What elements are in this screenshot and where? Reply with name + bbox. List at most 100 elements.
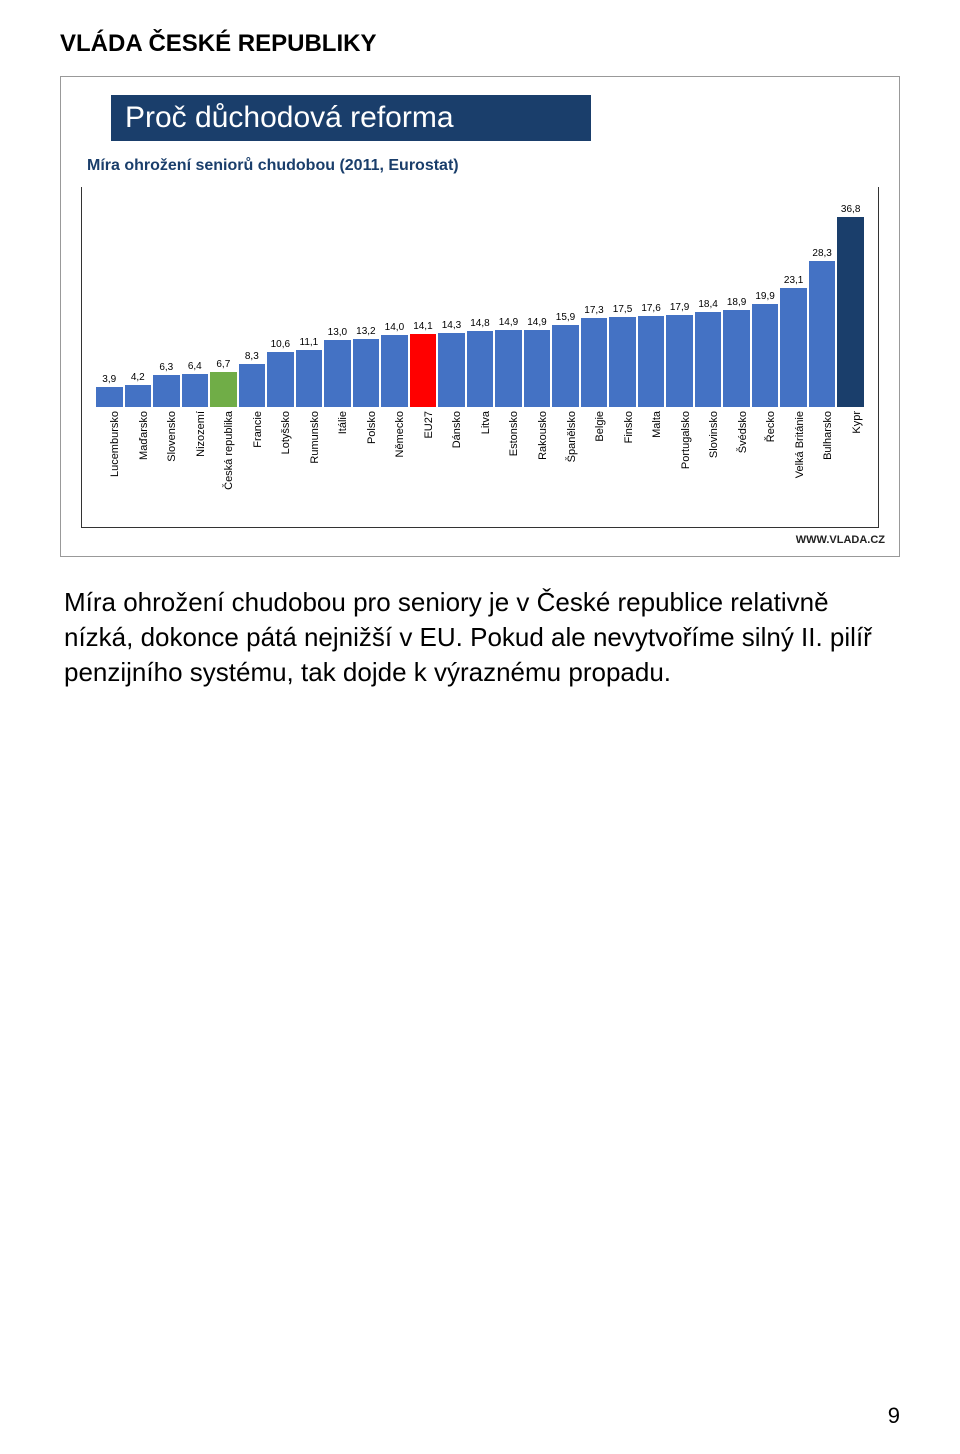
bar-value-label: 19,9 [755,291,774,302]
bar-category-label: Česká republika [223,411,235,490]
bar-value-label: 18,9 [727,297,746,308]
bar-category-label: Slovinsko [708,411,720,458]
label-slot: Rakousko [524,407,551,527]
bar-rect [552,325,579,407]
bar-category-label: Estonsko [508,411,520,456]
bar-rect [296,350,323,407]
label-slot: Řecko [752,407,779,527]
label-slot: Itálie [324,407,351,527]
bar-category-label: Německo [394,411,406,457]
bar-rect [581,318,608,407]
org-header: VLÁDA ČESKÉ REPUBLIKY [60,30,900,58]
bar-rect [125,385,152,407]
label-slot: Španělsko [552,407,579,527]
bar-slot: 14,1 [410,321,437,407]
bar-slot: 17,3 [581,305,608,407]
bar-slot: 14,3 [438,320,465,407]
bar-rect [837,217,864,407]
bar-value-label: 14,8 [470,318,489,329]
bar-rect [524,330,551,407]
bar-value-label: 14,9 [499,317,518,328]
bar-rect [267,352,294,407]
label-slot: Finsko [609,407,636,527]
bar-rect [780,288,807,407]
subtitle-bar: Proč důchodová reforma [111,95,591,141]
bar-value-label: 14,9 [527,317,546,328]
bar-category-label: Kypr [851,411,863,434]
label-slot: Malta [638,407,665,527]
bar-slot: 6,7 [210,359,237,407]
chart-title: Míra ohrožení seniorů chudobou (2011, Eu… [81,149,879,187]
bar-value-label: 11,1 [300,337,319,348]
slide-page: VLÁDA ČESKÉ REPUBLIKY Proč důchodová ref… [0,0,960,1454]
bar-value-label: 8,3 [245,351,259,362]
bar-category-label: Malta [651,411,663,438]
bar-category-label: Maďarsko [138,411,150,460]
label-slot: Kypr [837,407,864,527]
page-number: 9 [888,1403,900,1429]
label-slot: EU27 [410,407,437,527]
bar-category-label: Portugalsko [680,411,692,469]
label-slot: Lotyšsko [267,407,294,527]
label-slot: Belgie [581,407,608,527]
bar-category-label: Velká Británie [794,411,806,478]
bar-value-label: 14,1 [413,321,432,332]
bar-slot: 17,9 [666,302,693,407]
bar-rect [609,317,636,407]
bar-rect [210,372,237,407]
bar-rect [410,334,437,407]
bar-category-label: Švédsko [737,411,749,453]
bar-value-label: 36,8 [841,204,860,215]
label-slot: Švédsko [723,407,750,527]
label-slot: Rumunsko [296,407,323,527]
bar-rect [353,339,380,407]
label-slot: Lucembursko [96,407,123,527]
label-slot: Portugalsko [666,407,693,527]
label-slot: Česká republika [210,407,237,527]
bar-value-label: 13,2 [356,326,375,337]
bar-category-label: Lotyšsko [280,411,292,454]
label-slot: Polsko [353,407,380,527]
bar-category-label: Řecko [765,411,777,442]
bar-slot: 10,6 [267,339,294,407]
bar-value-label: 13,0 [328,327,347,338]
subtitle-text: Proč důchodová reforma [125,101,454,134]
bar-rect [695,312,722,407]
bar-slot: 17,5 [609,304,636,407]
bar-value-label: 4,2 [131,372,145,383]
bar-rect [324,340,351,407]
bar-rect [752,304,779,407]
bar-category-label: Lucembursko [109,411,121,477]
bar-rect [723,310,750,407]
label-slot: Německo [381,407,408,527]
bar-value-label: 17,5 [613,304,632,315]
label-slot: Dánsko [438,407,465,527]
bar-slot: 14,9 [495,317,522,407]
bars-row: 3,94,26,36,46,78,310,611,113,013,214,014… [92,197,868,407]
bar-value-label: 3,9 [102,374,116,385]
bar-slot: 14,9 [524,317,551,407]
label-slot: Slovinsko [695,407,722,527]
label-slot: Litva [467,407,494,527]
label-slot: Francie [239,407,266,527]
bar-rect [182,374,209,407]
bar-category-label: Finsko [623,411,635,443]
bar-slot: 13,2 [353,326,380,407]
bar-rect [495,330,522,407]
bar-value-label: 14,0 [385,322,404,333]
bar-rect [153,375,180,407]
bar-value-label: 17,9 [670,302,689,313]
bar-slot: 6,4 [182,361,209,407]
label-slot: Slovensko [153,407,180,527]
bar-rect [239,364,266,407]
bar-value-label: 17,3 [584,305,603,316]
bar-rect [666,315,693,407]
bar-rect [96,387,123,407]
bar-rect [438,333,465,407]
label-slot: Nizozemí [182,407,209,527]
bar-slot: 23,1 [780,275,807,407]
label-slot: Velká Británie [780,407,807,527]
bar-category-label: Polsko [366,411,378,444]
bar-slot: 17,6 [638,303,665,407]
bar-slot: 4,2 [125,372,152,407]
